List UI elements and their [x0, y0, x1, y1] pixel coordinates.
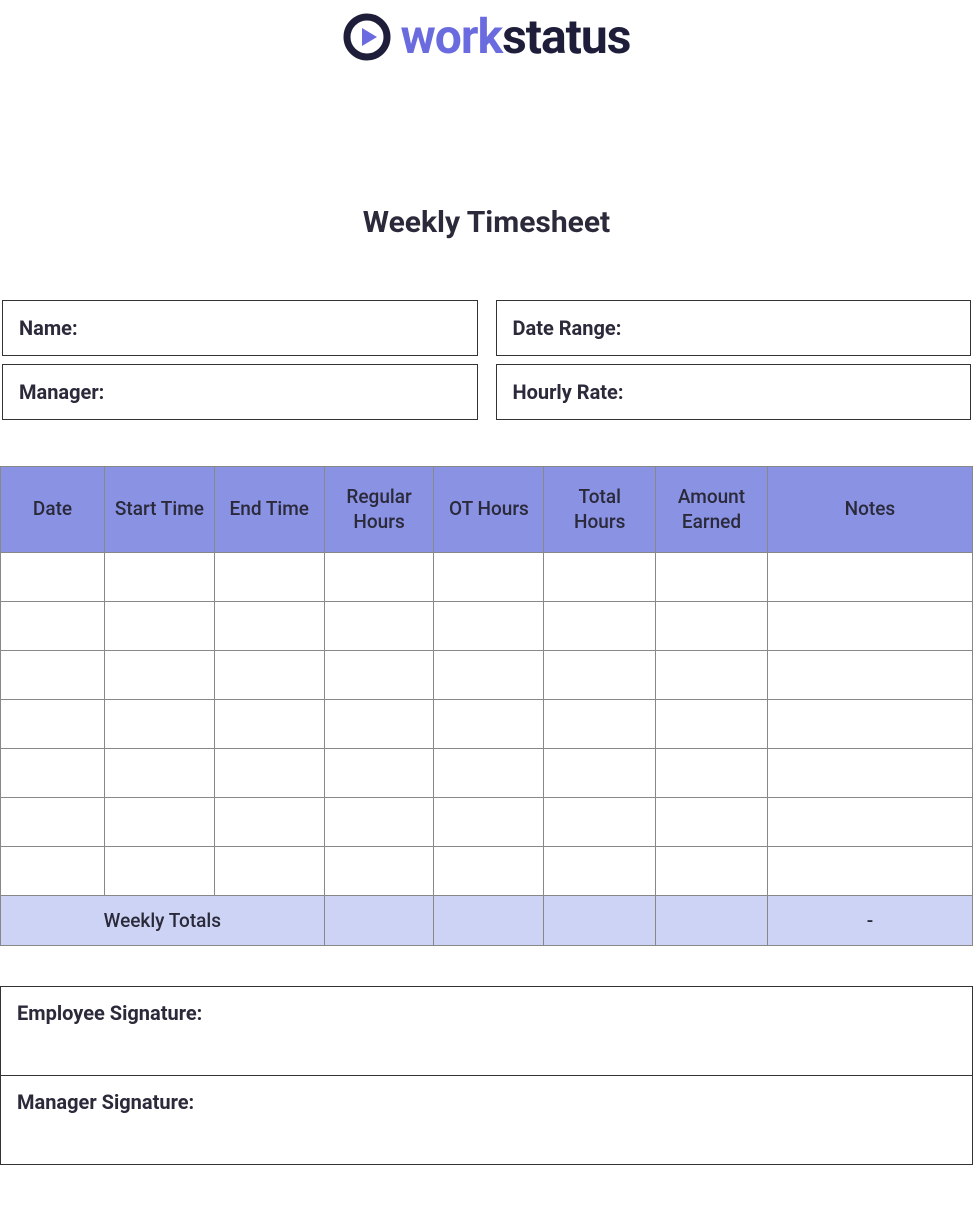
table-cell[interactable] [767, 749, 972, 798]
logo: workstatus [0, 0, 973, 65]
table-cell[interactable] [324, 553, 434, 602]
table-cell[interactable] [544, 602, 656, 651]
table-cell[interactable] [656, 847, 768, 896]
table-cell[interactable] [214, 798, 324, 847]
table-row [1, 847, 973, 896]
col-date: Date [1, 467, 105, 553]
info-grid: Name: Date Range: Manager: Hourly Rate: [0, 300, 973, 420]
table-cell[interactable] [214, 651, 324, 700]
table-cell[interactable] [544, 700, 656, 749]
col-end: End Time [214, 467, 324, 553]
table-row [1, 553, 973, 602]
totals-regular [324, 896, 434, 946]
table-cell[interactable] [767, 553, 972, 602]
table-cell[interactable] [656, 749, 768, 798]
table-cell[interactable] [1, 798, 105, 847]
table-row [1, 749, 973, 798]
table-cell[interactable] [1, 847, 105, 896]
col-notes: Notes [767, 467, 972, 553]
table-cell[interactable] [767, 798, 972, 847]
table-cell[interactable] [656, 798, 768, 847]
table-header-row: Date Start Time End Time Regular Hours O… [1, 467, 973, 553]
table-cell[interactable] [1, 749, 105, 798]
totals-total [544, 896, 656, 946]
table-cell[interactable] [767, 847, 972, 896]
table-cell[interactable] [214, 602, 324, 651]
table-cell[interactable] [214, 700, 324, 749]
table-cell[interactable] [544, 651, 656, 700]
col-ot: OT Hours [434, 467, 544, 553]
table-cell[interactable] [105, 847, 215, 896]
table-cell[interactable] [1, 651, 105, 700]
totals-ot [434, 896, 544, 946]
table-cell[interactable] [1, 602, 105, 651]
play-circle-icon [343, 13, 391, 61]
employee-signature[interactable]: Employee Signature: [1, 987, 972, 1075]
col-start: Start Time [105, 467, 215, 553]
table-cell[interactable] [434, 798, 544, 847]
col-total: Total Hours [544, 467, 656, 553]
table-cell[interactable] [767, 602, 972, 651]
table-cell[interactable] [656, 651, 768, 700]
manager-field[interactable]: Manager: [2, 364, 478, 420]
page-title: Weekly Timesheet [0, 205, 973, 240]
table-cell[interactable] [324, 602, 434, 651]
table-cell[interactable] [767, 700, 972, 749]
col-regular: Regular Hours [324, 467, 434, 553]
table-row [1, 602, 973, 651]
table-cell[interactable] [656, 553, 768, 602]
table-cell[interactable] [434, 553, 544, 602]
table-cell[interactable] [324, 847, 434, 896]
totals-label: Weekly Totals [1, 896, 325, 946]
hourly-rate-field[interactable]: Hourly Rate: [496, 364, 972, 420]
table-cell[interactable] [324, 798, 434, 847]
table-cell[interactable] [434, 749, 544, 798]
table-row [1, 700, 973, 749]
table-cell[interactable] [105, 749, 215, 798]
table-cell[interactable] [105, 700, 215, 749]
name-field[interactable]: Name: [2, 300, 478, 356]
timesheet-table: Date Start Time End Time Regular Hours O… [0, 466, 973, 946]
table-cell[interactable] [767, 651, 972, 700]
table-row [1, 651, 973, 700]
table-cell[interactable] [656, 700, 768, 749]
signature-block: Employee Signature: Manager Signature: [0, 986, 973, 1165]
table-cell[interactable] [105, 798, 215, 847]
table-cell[interactable] [105, 602, 215, 651]
manager-signature[interactable]: Manager Signature: [1, 1075, 972, 1164]
table-cell[interactable] [544, 553, 656, 602]
col-amount: Amount Earned [656, 467, 768, 553]
totals-row: Weekly Totals - [1, 896, 973, 946]
table-cell[interactable] [434, 700, 544, 749]
table-cell[interactable] [324, 700, 434, 749]
table-cell[interactable] [324, 749, 434, 798]
table-cell[interactable] [434, 651, 544, 700]
table-cell[interactable] [434, 602, 544, 651]
table-row [1, 798, 973, 847]
table-cell[interactable] [544, 798, 656, 847]
table-cell[interactable] [544, 847, 656, 896]
table-cell[interactable] [434, 847, 544, 896]
table-cell[interactable] [656, 602, 768, 651]
table-cell[interactable] [1, 553, 105, 602]
totals-notes: - [767, 896, 972, 946]
table-cell[interactable] [105, 651, 215, 700]
table-cell[interactable] [214, 749, 324, 798]
table-cell[interactable] [214, 553, 324, 602]
logo-text-status: status [502, 8, 630, 65]
table-cell[interactable] [1, 700, 105, 749]
logo-text-work: work [401, 8, 503, 65]
table-cell[interactable] [214, 847, 324, 896]
table-cell[interactable] [324, 651, 434, 700]
table-cell[interactable] [105, 553, 215, 602]
table-cell[interactable] [544, 749, 656, 798]
totals-amount [656, 896, 768, 946]
date-range-field[interactable]: Date Range: [496, 300, 972, 356]
